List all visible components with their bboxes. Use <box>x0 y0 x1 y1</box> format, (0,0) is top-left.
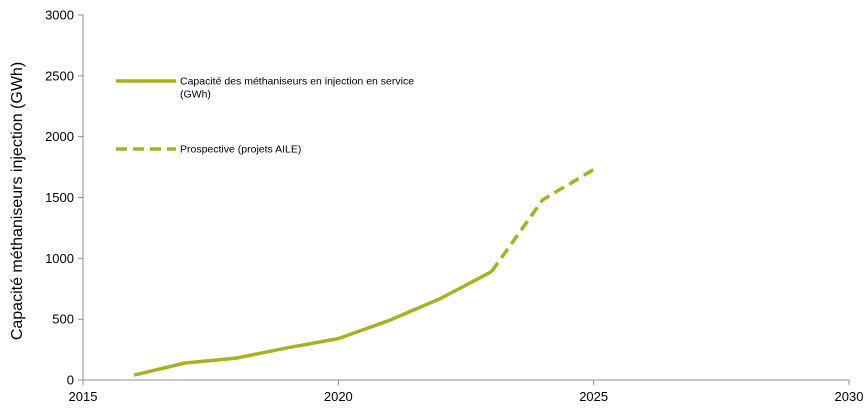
series-line-1 <box>133 270 493 377</box>
y-tick-label: 1500 <box>45 190 74 205</box>
y-tick-label: 0 <box>67 373 74 388</box>
x-tick-label: 2020 <box>324 389 353 404</box>
x-tick-label: 2030 <box>835 389 864 404</box>
y-tick-label: 3000 <box>45 8 74 23</box>
y-tick-label: 500 <box>52 312 74 327</box>
y-tick-label: 2000 <box>45 129 74 144</box>
legend-label-2: Prospective (projets AILE) <box>180 144 301 156</box>
legend-label-1: Capacité des méthaniseurs en injection e… <box>180 76 414 101</box>
y-tick-label: 1000 <box>45 251 74 266</box>
x-tick-label: 2025 <box>579 389 608 404</box>
x-tick-label: 2015 <box>69 389 98 404</box>
y-axis-title: Capacité méthaniseurs injection (GWh) <box>9 62 26 340</box>
series-line-2 <box>490 167 595 273</box>
y-tick-label: 2500 <box>45 68 74 83</box>
